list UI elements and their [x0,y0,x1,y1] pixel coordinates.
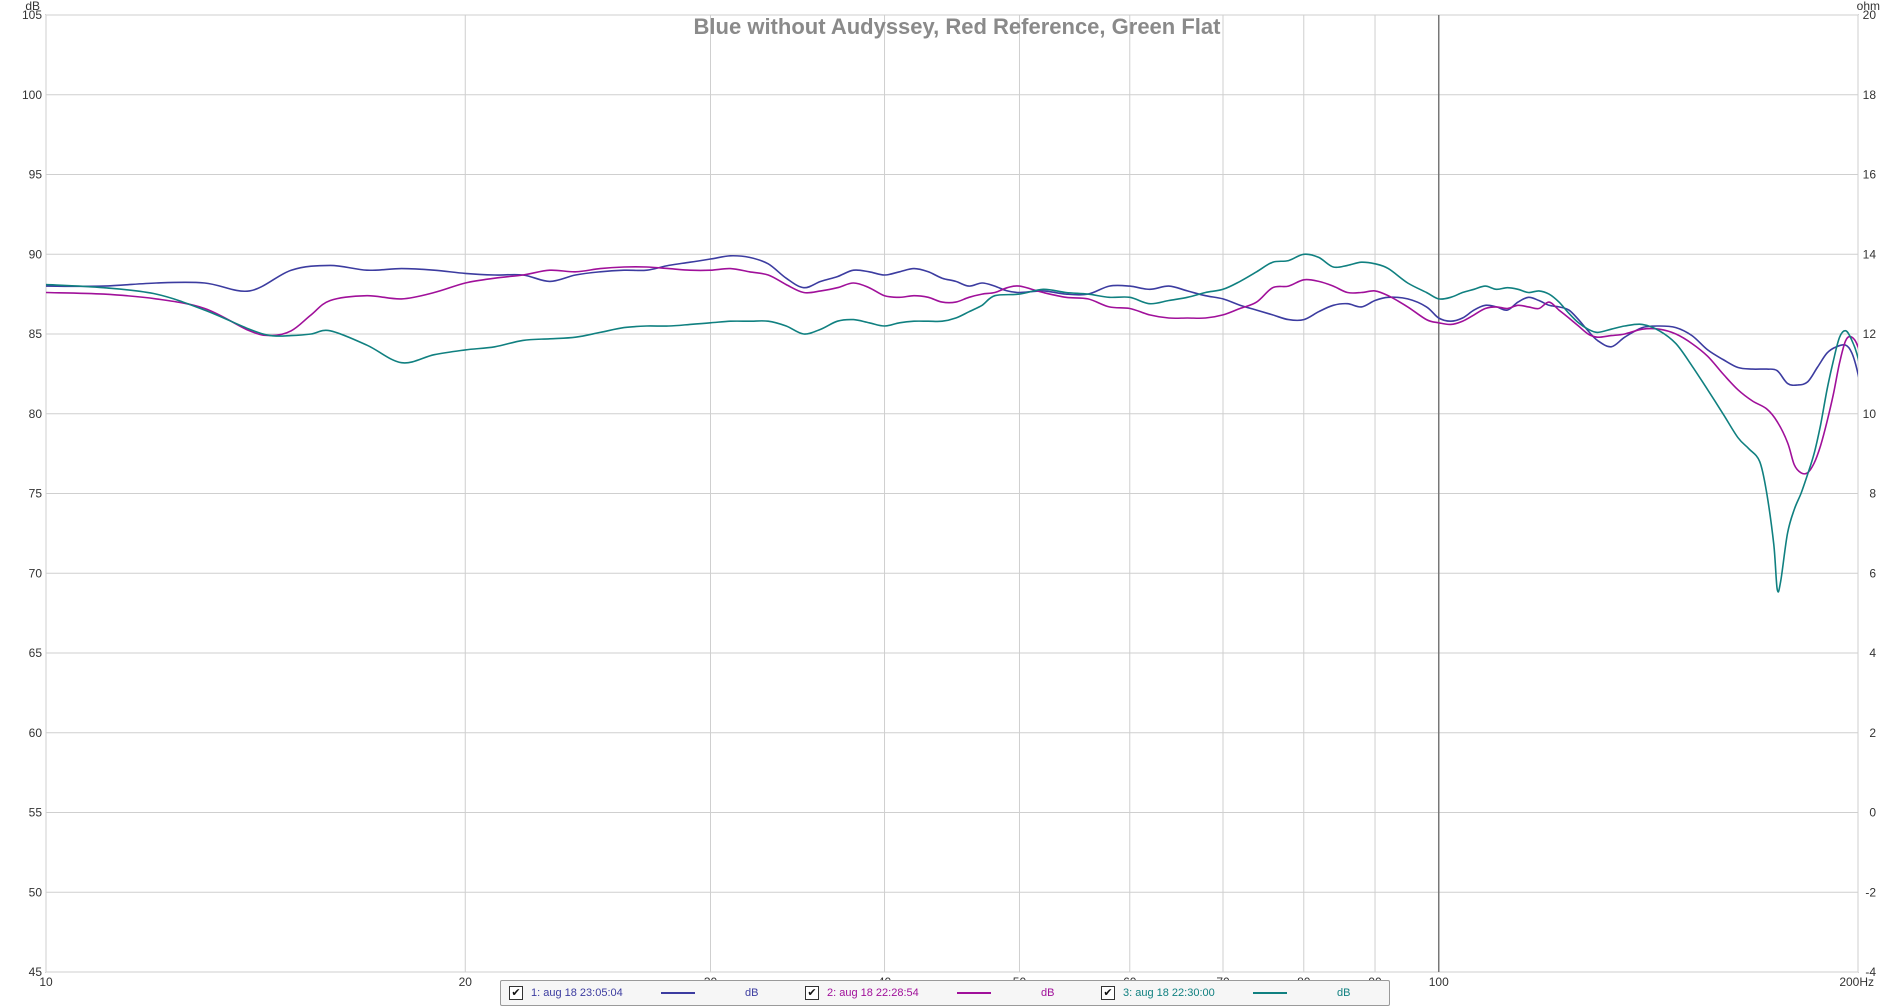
right-axis-unit: ohm [1857,0,1880,13]
y-tick-label: 95 [29,168,43,182]
legend-series-name: 2: aug 18 22:28:54 [827,987,919,999]
y-tick-label: 50 [29,885,43,899]
y2-tick-label: -2 [1865,885,1876,899]
legend-series-unit: dB [1337,987,1351,999]
y-tick-label: 60 [29,726,43,740]
y2-tick-label: 6 [1869,566,1876,580]
y2-tick-label: 2 [1869,726,1876,740]
y2-tick-label: 4 [1869,646,1876,660]
left-axis-unit: dB [25,0,40,13]
series-layer [46,253,1858,593]
y2-tick-label: 10 [1863,407,1877,421]
y-tick-label: 85 [29,327,43,341]
legend-checkbox[interactable]: ✔ [1101,986,1115,1000]
y-tick-label: 105 [22,8,42,22]
right-axis: -4 -2 0 2 4 6 8 10 12 14 16 18 20 [1863,8,1877,979]
legend-series-unit: dB [745,987,759,999]
y-tick-label: 75 [29,487,43,501]
left-axis: 45 50 55 60 65 70 75 80 85 90 95 100 105 [22,8,42,979]
series-line-3 [46,253,1858,593]
legend-item-1: ✔ 1: aug 18 23:05:04 dB [501,986,797,1000]
legend: ✔ 1: aug 18 23:05:04 dB ✔ 2: aug 18 22:28:54… [500,980,1390,1006]
y-tick-label: 65 [29,646,43,660]
x-tick-label: 10 [39,975,53,989]
y2-tick-label: 12 [1863,327,1877,341]
series-line-2 [46,265,1858,475]
y2-tick-label: 0 [1869,806,1876,820]
y2-tick-label: 16 [1863,168,1877,182]
legend-item-2: ✔ 2: aug 18 22:28:54 dB [797,986,1093,1000]
y2-tick-label: 20 [1863,8,1877,22]
x-tick-label: 200Hz [1839,975,1874,989]
y-tick-label: 100 [22,88,42,102]
y-tick-label: 80 [29,407,43,421]
series-line-1 [46,254,1858,387]
legend-series-name: 1: aug 18 23:05:04 [531,987,623,999]
y2-tick-label: 14 [1863,247,1877,261]
legend-series-name: 3: aug 18 22:30:00 [1123,987,1215,999]
legend-checkbox[interactable]: ✔ [509,986,523,1000]
y-tick-label: 55 [29,806,43,820]
y-tick-label: 90 [29,247,43,261]
y2-tick-label: 8 [1869,487,1876,501]
y2-tick-label: -4 [1865,965,1876,979]
x-tick-label: 20 [459,975,473,989]
y-tick-label: 70 [29,566,43,580]
y2-tick-label: 18 [1863,88,1877,102]
grid-lines [45,14,1859,973]
legend-line-swatch [957,992,991,994]
chart-title: Blue without Audyssey, Red Reference, Gr… [694,14,1222,39]
legend-line-swatch [1253,992,1287,994]
legend-checkbox[interactable]: ✔ [805,986,819,1000]
legend-line-swatch [661,992,695,994]
x-tick-label: 100 [1429,975,1449,989]
y-tick-label: 45 [29,965,43,979]
legend-item-3: ✔ 3: aug 18 22:30:00 dB [1093,986,1389,1000]
legend-series-unit: dB [1041,987,1055,999]
